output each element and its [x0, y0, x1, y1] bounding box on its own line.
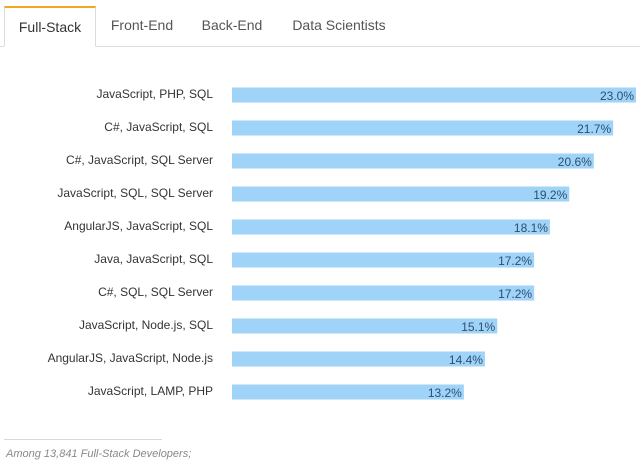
category-label: JavaScript, SQL, SQL Server — [57, 186, 213, 200]
value-label: 17.2% — [498, 287, 532, 301]
category-label: JavaScript, PHP, SQL — [97, 87, 214, 101]
value-label: 21.7% — [577, 122, 611, 136]
footnote-divider — [4, 439, 162, 440]
category-label: JavaScript, LAMP, PHP — [88, 384, 213, 398]
value-label: 15.1% — [461, 320, 495, 334]
value-label: 19.2% — [533, 188, 567, 202]
bar — [232, 219, 550, 235]
bar — [232, 153, 594, 169]
category-label: C#, SQL, SQL Server — [98, 285, 213, 299]
bar — [232, 285, 535, 301]
category-label: C#, JavaScript, SQL — [104, 120, 213, 134]
value-label: 23.0% — [600, 89, 634, 103]
bar — [232, 120, 614, 136]
tab-full-stack[interactable]: Full-Stack — [4, 6, 96, 47]
bar-chart: JavaScript, PHP, SQL 23.0% C#, JavaScript,… — [48, 87, 636, 400]
bar — [232, 186, 570, 202]
bar — [232, 384, 464, 400]
value-label: 13.2% — [428, 386, 462, 400]
value-label: 14.4% — [449, 353, 483, 367]
bar — [232, 351, 485, 367]
tab-back-end[interactable]: Back-End — [201, 17, 263, 33]
value-label: 20.6% — [558, 155, 592, 169]
bar — [232, 87, 636, 103]
category-label: AngularJS, JavaScript, SQL — [64, 219, 213, 233]
value-label: 17.2% — [498, 254, 532, 268]
bar — [232, 252, 535, 268]
footnote: Among 13,841 Full-Stack Developers; — [6, 448, 192, 460]
tab-bar: Full-Stack Front-End Back-End Data Scien… — [0, 0, 640, 47]
tab-front-end[interactable]: Front-End — [110, 17, 174, 33]
category-label: JavaScript, Node.js, SQL — [79, 318, 213, 332]
bar — [232, 318, 498, 334]
value-label: 18.1% — [514, 221, 548, 235]
category-label: C#, JavaScript, SQL Server — [66, 153, 213, 167]
category-label: AngularJS, JavaScript, Node.js — [48, 351, 213, 365]
category-label: Java, JavaScript, SQL — [94, 252, 213, 266]
tab-data-scientists[interactable]: Data Scientists — [292, 17, 386, 33]
